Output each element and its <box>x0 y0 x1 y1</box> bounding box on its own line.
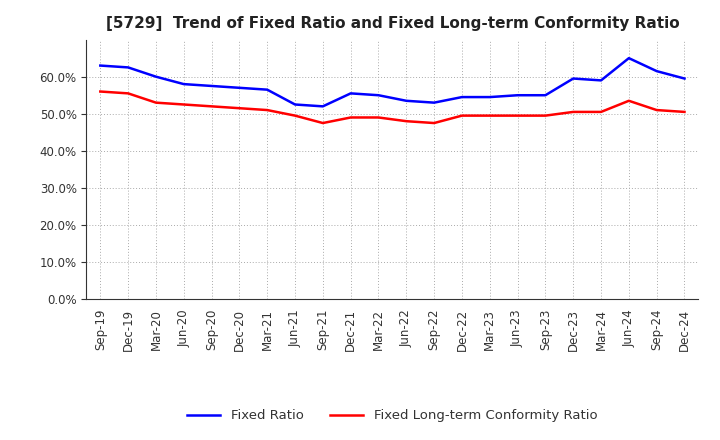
Fixed Ratio <box>263 87 271 92</box>
Fixed Ratio <box>346 91 355 96</box>
Fixed Ratio <box>513 92 522 98</box>
Fixed Long-term Conformity Ratio <box>485 113 494 118</box>
Legend: Fixed Ratio, Fixed Long-term Conformity Ratio: Fixed Ratio, Fixed Long-term Conformity … <box>182 404 603 428</box>
Fixed Long-term Conformity Ratio <box>291 113 300 118</box>
Fixed Ratio <box>597 78 606 83</box>
Line: Fixed Ratio: Fixed Ratio <box>100 58 685 106</box>
Fixed Ratio <box>569 76 577 81</box>
Fixed Ratio <box>235 85 243 91</box>
Fixed Ratio <box>430 100 438 105</box>
Fixed Ratio <box>96 63 104 68</box>
Fixed Ratio <box>624 55 633 61</box>
Fixed Ratio <box>541 92 550 98</box>
Fixed Long-term Conformity Ratio <box>458 113 467 118</box>
Fixed Long-term Conformity Ratio <box>124 91 132 96</box>
Fixed Ratio <box>680 76 689 81</box>
Fixed Ratio <box>207 83 216 88</box>
Fixed Ratio <box>318 104 327 109</box>
Fixed Ratio <box>485 95 494 100</box>
Fixed Ratio <box>291 102 300 107</box>
Fixed Long-term Conformity Ratio <box>152 100 161 105</box>
Fixed Ratio <box>458 95 467 100</box>
Fixed Long-term Conformity Ratio <box>374 115 383 120</box>
Fixed Long-term Conformity Ratio <box>624 98 633 103</box>
Fixed Long-term Conformity Ratio <box>235 106 243 111</box>
Fixed Ratio <box>652 69 661 74</box>
Fixed Long-term Conformity Ratio <box>680 109 689 114</box>
Fixed Long-term Conformity Ratio <box>263 107 271 113</box>
Fixed Ratio <box>152 74 161 79</box>
Line: Fixed Long-term Conformity Ratio: Fixed Long-term Conformity Ratio <box>100 92 685 123</box>
Title: [5729]  Trend of Fixed Ratio and Fixed Long-term Conformity Ratio: [5729] Trend of Fixed Ratio and Fixed Lo… <box>106 16 679 32</box>
Fixed Long-term Conformity Ratio <box>569 109 577 114</box>
Fixed Long-term Conformity Ratio <box>652 107 661 113</box>
Fixed Ratio <box>374 92 383 98</box>
Fixed Long-term Conformity Ratio <box>541 113 550 118</box>
Fixed Ratio <box>179 81 188 87</box>
Fixed Long-term Conformity Ratio <box>597 109 606 114</box>
Fixed Long-term Conformity Ratio <box>179 102 188 107</box>
Fixed Ratio <box>402 98 410 103</box>
Fixed Long-term Conformity Ratio <box>430 121 438 126</box>
Fixed Long-term Conformity Ratio <box>402 118 410 124</box>
Fixed Ratio <box>124 65 132 70</box>
Fixed Long-term Conformity Ratio <box>207 104 216 109</box>
Fixed Long-term Conformity Ratio <box>346 115 355 120</box>
Fixed Long-term Conformity Ratio <box>513 113 522 118</box>
Fixed Long-term Conformity Ratio <box>96 89 104 94</box>
Fixed Long-term Conformity Ratio <box>318 121 327 126</box>
